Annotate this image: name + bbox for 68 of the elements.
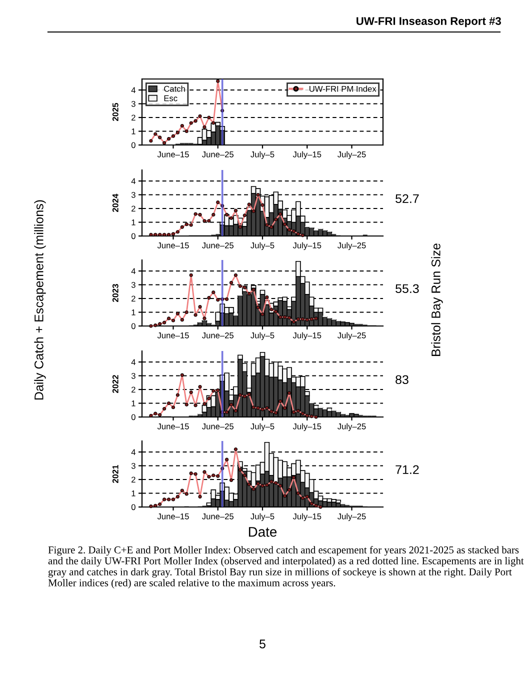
y-tick-label: 1 [132,128,136,134]
y-tick-label: 2 [132,114,136,121]
y-tick-label: 3 [131,462,136,469]
text: 5 [260,640,266,648]
y-axis-title: 2022 [112,375,118,393]
x-tick-label: June–15 [157,152,189,158]
y-tick-label: 2 [132,386,136,393]
x-tick-label: June–25 [202,423,234,430]
y-tick-label: 1 [132,220,136,226]
text: 55.3 [396,284,419,294]
text: 52.7 [396,194,419,204]
x-tick-label: June–15 [157,514,189,520]
text: Daily Catch + Escapement (millions) [34,200,46,400]
y-axis-title: 2023 [112,284,118,302]
legend-label: Catch [164,86,185,92]
x-tick-label: June–15 [157,424,189,430]
x-tick-label: July–25 [338,242,366,250]
caption: Figure 2. Daily C+E and Port Moller Index: Observed catch and escapement for years 2021-2025 as stacked bars and the daily UW-FRI Port Moller Index (observed and interpolated) as a red dotted line. Escapements are in light gray and catches in dark gray. Total Bristol Bay run size in millions of sockeye is shown at the right. Daily Port Moller indices (red) are scaled relative to the maximum across years. [48,546,524,588]
y-tick-label: 3 [131,100,136,107]
legend-label: UW-FRI PM Index [310,86,376,92]
x-tick-label: July–25 [338,332,366,340]
y-tick-label: 0 [131,233,136,240]
y-tick-label: 4 [131,87,136,94]
y-axis-title: 2021 [112,464,118,483]
x-tick-label: July–15 [292,423,322,432]
x-tick-label: June–15 [157,332,189,338]
x-tick-label: July–5 [250,513,274,522]
y-tick-label: 3 [131,192,136,198]
y-tick-label: 4 [131,359,136,366]
x-tick-label: July–15 [292,151,322,160]
x-tick-label: June–15 [157,242,189,248]
x-tick-label: July–5 [250,242,274,250]
x-tick-label: July–5 [250,332,274,340]
y-tick-label: 0 [131,323,136,330]
x-tick-label: July–15 [292,513,322,522]
x-tick-label: July–25 [338,151,366,160]
y-tick-label: 2 [132,296,136,302]
y-tick-label: 1 [132,490,136,496]
y-tick-label: 0 [131,142,136,148]
y-axis-title: 2024 [112,194,118,212]
y-tick-label: 0 [131,414,136,420]
y-tick-label: 3 [131,372,136,379]
y-tick-label: 0 [131,504,136,510]
x-tick-label: July–15 [292,242,322,250]
text: 71.2 [396,465,419,474]
text: UW-FRI Inseason Report #3 [356,17,501,28]
y-tick-label: 4 [131,449,136,456]
y-tick-label: 4 [131,178,136,184]
x-tick-label: June–25 [202,332,234,338]
x-tick-label: June–25 [202,151,234,158]
y-tick-label: 1 [132,400,136,406]
x-tick-label: June–25 [202,513,234,520]
legend-label: Esc [164,95,178,102]
x-axis-title: Date [248,527,277,537]
y-tick-label: 4 [131,268,136,274]
x-tick-label: July–5 [250,423,274,432]
text: 83 [396,375,408,384]
x-tick-label: July–15 [292,332,322,340]
x-tick-label: July–25 [338,513,366,522]
y-tick-label: 2 [132,476,136,483]
x-tick-label: June–25 [202,242,234,248]
y-tick-label: 1 [132,310,136,316]
y-tick-label: 2 [132,206,136,212]
y-axis-title: 2025 [112,102,118,121]
text: Bristol Bay Run Size [431,244,443,356]
x-tick-label: July–25 [338,423,366,432]
x-tick-label: July–5 [250,151,274,160]
y-tick-label: 3 [131,282,136,288]
